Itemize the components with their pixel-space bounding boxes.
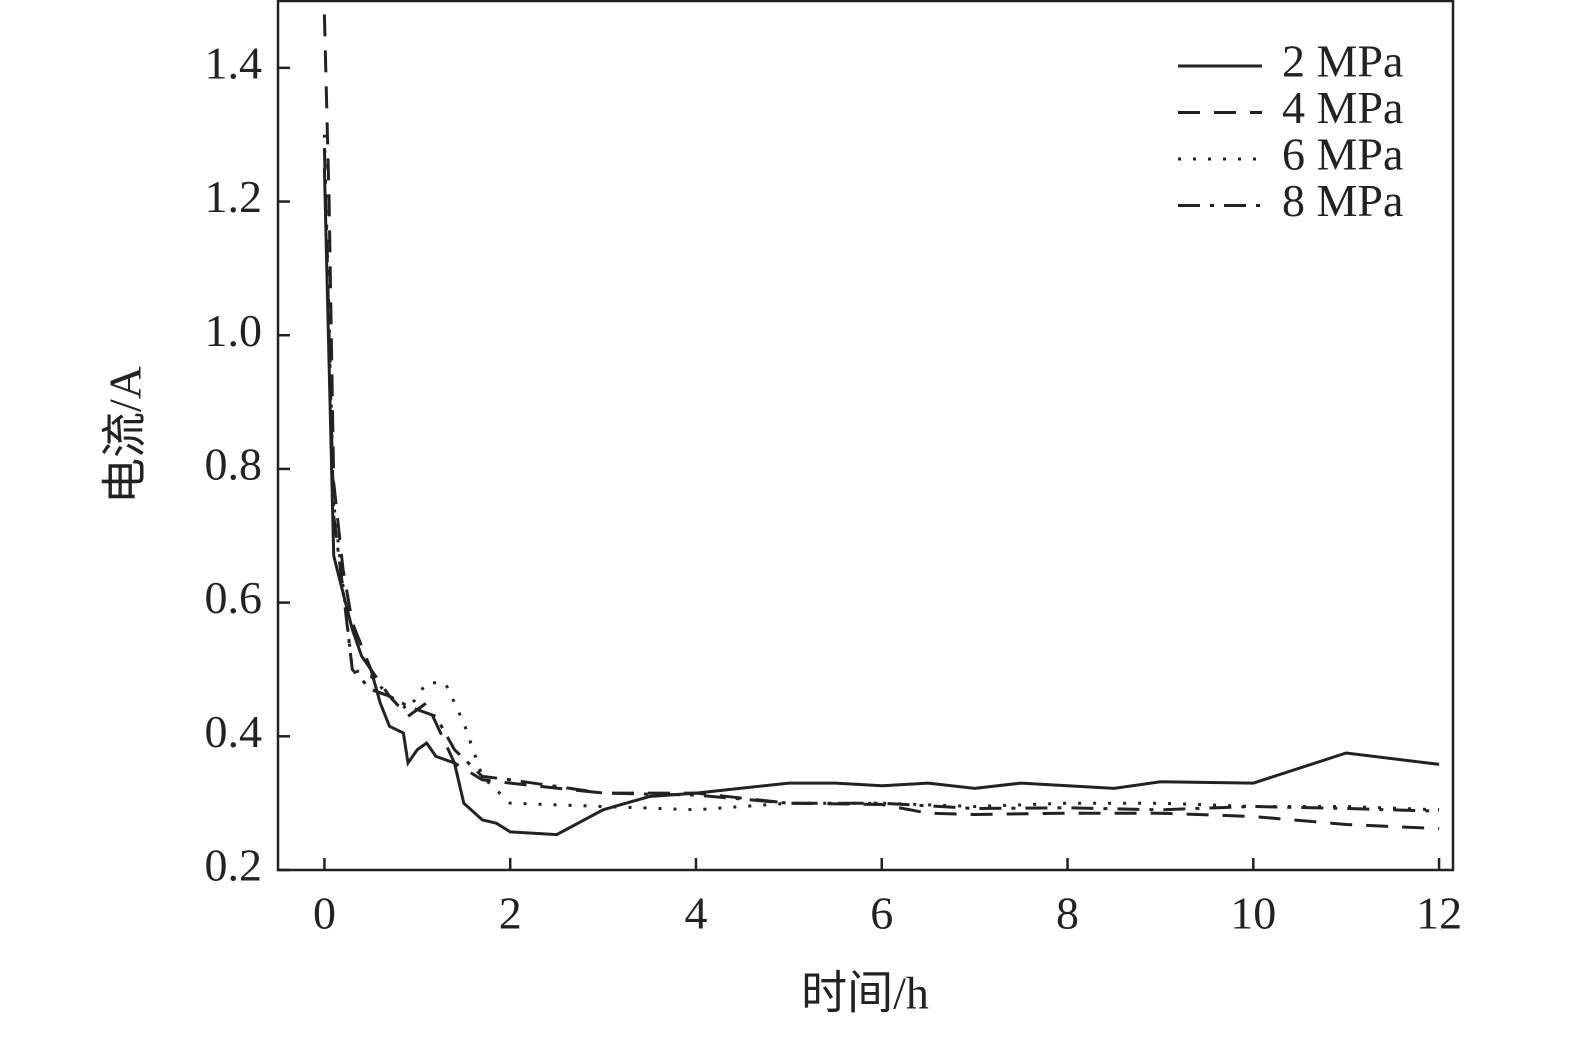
legend-label: 6 MPa — [1282, 129, 1403, 180]
plot-frame — [276, 0, 1455, 872]
x-tick-label: 12 — [1416, 888, 1462, 939]
y-tick-label: 0.6 — [205, 572, 263, 623]
x-tick-label: 4 — [684, 888, 707, 939]
y-tick-label: 0.8 — [205, 438, 263, 489]
legend-label: 2 MPa — [1282, 36, 1403, 87]
y-tick-label: 1.0 — [205, 305, 263, 356]
x-tick-label: 0 — [313, 888, 336, 939]
y-tick-label: 1.4 — [205, 37, 263, 88]
y-tick-label: 0.2 — [205, 840, 263, 891]
x-tick-label: 6 — [870, 888, 893, 939]
y-axis-title: 电流/A — [100, 366, 151, 504]
series-line — [322, 14, 1440, 831]
series-line — [322, 168, 1440, 837]
legend-label: 4 MPa — [1282, 82, 1403, 133]
series-line — [322, 148, 1440, 813]
x-tick-label: 2 — [499, 888, 522, 939]
x-tick-label: 8 — [1056, 888, 1079, 939]
x-axis-title: 时间/h — [801, 968, 929, 1019]
y-tick-label: 1.2 — [205, 171, 263, 222]
series-line — [322, 134, 1440, 812]
legend-label: 8 MPa — [1282, 175, 1403, 226]
x-tick-label: 10 — [1230, 888, 1276, 939]
y-tick-label: 0.4 — [205, 706, 263, 757]
